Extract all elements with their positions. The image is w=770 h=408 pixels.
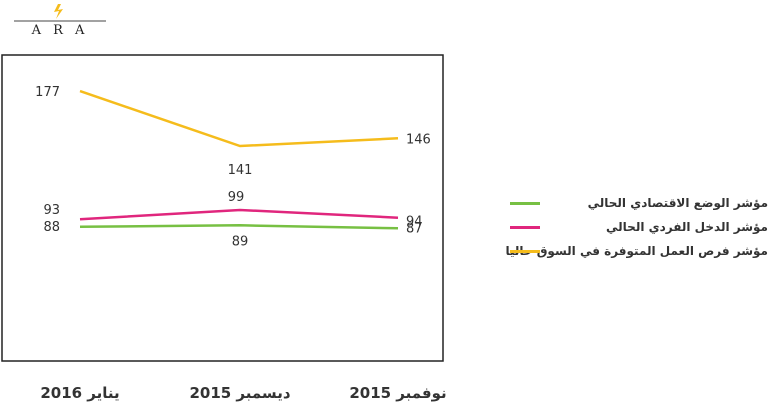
plot-frame	[1, 54, 444, 362]
x-tick-layer: يناير 2016 ديسمبر 2015 نوفمبر 2015	[40, 384, 446, 402]
legend-swatch-economic	[510, 202, 540, 205]
series-line-economic	[79, 224, 399, 230]
legend-label-income: مؤشر الدخل الفردي الحالي	[606, 220, 768, 234]
data-label-income-2: 94	[406, 215, 423, 230]
legend-swatch-jobs	[510, 250, 540, 253]
lightning-bolt-icon	[54, 4, 63, 19]
legend-item-economic: مؤشر الوضع الاقتصادي الحالي	[510, 193, 768, 213]
legend-item-income: مؤشر الدخل الفردي الحالي	[510, 217, 768, 237]
series-line-income	[79, 208, 399, 221]
data-label-jobs-0: 177	[35, 85, 60, 100]
data-label-economic-0: 88	[43, 220, 60, 235]
data-label-jobs-2: 146	[406, 132, 431, 147]
legend-label-economic: مؤشر الوضع الاقتصادي الحالي	[587, 196, 768, 210]
series-layer	[79, 89, 399, 230]
x-tick-label-0: يناير 2016	[40, 384, 119, 402]
data-label-layer: 177 141 146 93 99 94 88 89 87	[35, 85, 431, 249]
legend-swatch-income	[510, 226, 540, 229]
series-line-jobs	[79, 89, 399, 148]
legend-item-jobs: مؤشر فرص العمل المتوفرة في السوق حاليا	[505, 241, 768, 261]
x-tick-label-1: ديسمبر 2015	[189, 384, 290, 402]
data-label-economic-1: 89	[232, 234, 249, 249]
ara-logo: A R A	[14, 4, 106, 38]
data-label-jobs-1: 141	[228, 163, 253, 178]
logo-text: A R A	[31, 23, 89, 38]
data-label-income-1: 99	[228, 190, 245, 205]
x-tick-label-2: نوفمبر 2015	[349, 384, 446, 402]
legend-label-jobs: مؤشر فرص العمل المتوفرة في السوق حاليا	[505, 244, 768, 258]
data-label-income-0: 93	[43, 203, 60, 218]
data-label-economic-2: 87	[406, 221, 423, 236]
legend: مؤشر الوضع الاقتصادي الحالي مؤشر الدخل ا…	[505, 193, 768, 265]
